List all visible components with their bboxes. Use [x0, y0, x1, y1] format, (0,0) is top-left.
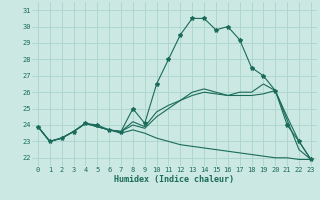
X-axis label: Humidex (Indice chaleur): Humidex (Indice chaleur) [115, 175, 234, 184]
